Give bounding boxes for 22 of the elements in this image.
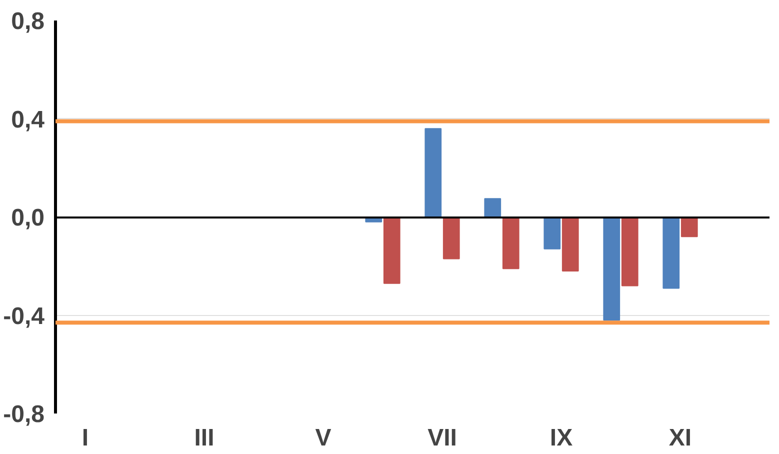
x-tick-label: III (194, 424, 214, 452)
bar (424, 128, 442, 218)
x-tick-label: V (315, 424, 332, 452)
bar (442, 216, 460, 260)
x-tick-label: XI (668, 424, 692, 452)
y-tick-label: 0,8 (11, 8, 45, 35)
x-tick-label: IX (550, 424, 573, 452)
bar (621, 216, 638, 286)
bar (383, 216, 400, 284)
bar (662, 216, 680, 289)
bar (680, 216, 698, 238)
bar (562, 216, 579, 272)
y-tick-label: 0,4 (11, 106, 46, 134)
bar (544, 216, 561, 250)
y-tick-label: -0,8 (3, 401, 45, 428)
y-tick-label: 0,0 (11, 204, 45, 232)
x-tick-label: I (82, 424, 89, 452)
bar (603, 216, 620, 321)
x-tick-label: VII (428, 424, 457, 452)
bar (484, 198, 502, 218)
bar (502, 216, 520, 270)
y-tick-label: -0,4 (3, 302, 46, 330)
